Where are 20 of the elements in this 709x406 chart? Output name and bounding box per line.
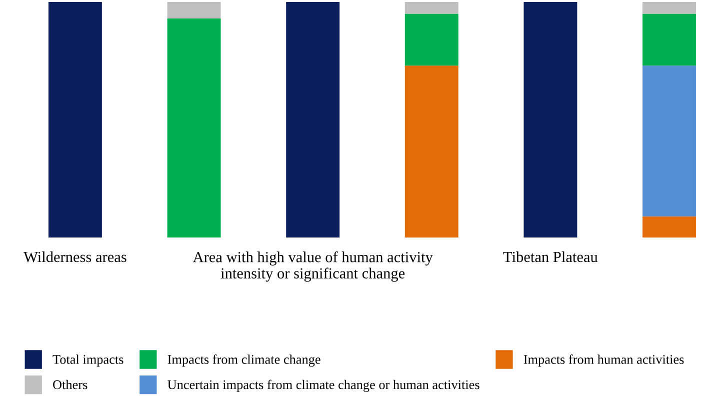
legend-label: Others (53, 380, 88, 390)
x-tick-label: Area with high value of human activity intensity or significant change (192, 251, 433, 282)
bar (167, 18, 221, 238)
bar (404, 2, 458, 14)
bar (642, 14, 696, 66)
legend-label: Uncertain impacts from climate change or human activities (168, 380, 480, 392)
legend-label: Impacts from human activities (524, 354, 684, 367)
bar (642, 2, 696, 14)
legend-label: Impacts from climate change (168, 354, 320, 367)
bar (404, 14, 458, 66)
bar (167, 2, 221, 19)
bar (642, 216, 696, 238)
legend-label: Total impacts (52, 354, 124, 367)
bar (642, 66, 696, 216)
bar (286, 2, 340, 238)
bar (48, 2, 102, 238)
bar (404, 66, 458, 238)
bar (524, 2, 578, 238)
x-tick-label: Wilderness areas (24, 251, 126, 262)
x-tick-label: Tibetan Plateau (503, 251, 598, 262)
